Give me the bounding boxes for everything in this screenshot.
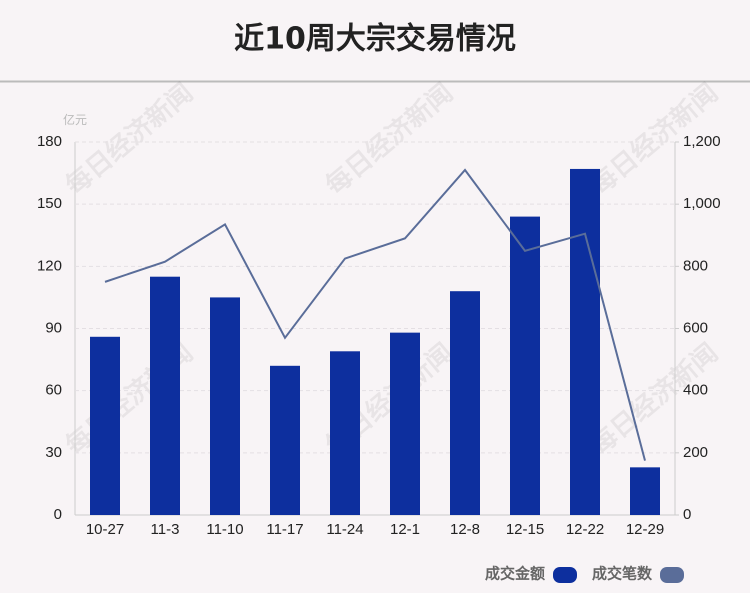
x-tick-label: 12-22 [566,521,604,538]
legend-label: 成交笔数 [592,565,653,583]
x-tick-label: 11-3 [151,521,180,538]
y-tick-label: 0 [54,506,62,523]
y-tick-label: 90 [45,319,62,336]
y2-tick-label: 800 [683,257,708,274]
y2-tick-label: 200 [683,444,708,461]
y-tick-label: 150 [37,195,62,212]
legend-swatch [660,567,684,583]
x-tick-label: 12-15 [506,521,544,538]
y-tick-label: 60 [45,382,62,399]
chart-title: 近10周大宗交易情况 [234,22,516,57]
x-tick-label: 11-17 [266,521,303,538]
y2-tick-label: 1,200 [683,133,721,150]
bar [150,276,180,515]
x-tick-label: 12-8 [450,521,480,538]
y-tick-label: 30 [45,444,62,461]
x-tick-label: 10-27 [86,521,124,538]
bar [330,351,360,515]
bar [450,291,480,515]
y-tick-label: 120 [37,257,62,274]
y2-tick-label: 400 [683,382,708,399]
y2-tick-label: 600 [683,319,708,336]
bar [510,216,540,515]
bar [270,365,300,515]
x-tick-label: 12-29 [626,521,664,538]
bar [630,467,660,515]
bar [90,336,120,515]
line [104,168,646,461]
y2-tick-label: 1,000 [683,195,721,212]
bar [570,168,600,515]
legend-label: 成交金额 [485,565,545,583]
y-tick-label: 180 [37,133,62,150]
legend-swatch [553,567,577,583]
x-tick-label: 11-24 [326,521,363,538]
x-tick-label: 12-1 [390,521,420,538]
y-unit: 亿元 [63,112,87,127]
y2-tick-label: 0 [683,506,691,523]
bar [210,297,240,515]
bar [390,332,420,515]
x-tick-label: 11-10 [206,521,243,538]
